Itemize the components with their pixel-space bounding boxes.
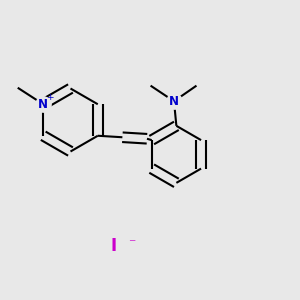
Text: ⁻: ⁻ <box>128 238 136 251</box>
Text: N: N <box>169 95 179 108</box>
Text: I: I <box>111 237 117 255</box>
Text: +: + <box>46 93 54 102</box>
Text: N: N <box>38 98 48 111</box>
